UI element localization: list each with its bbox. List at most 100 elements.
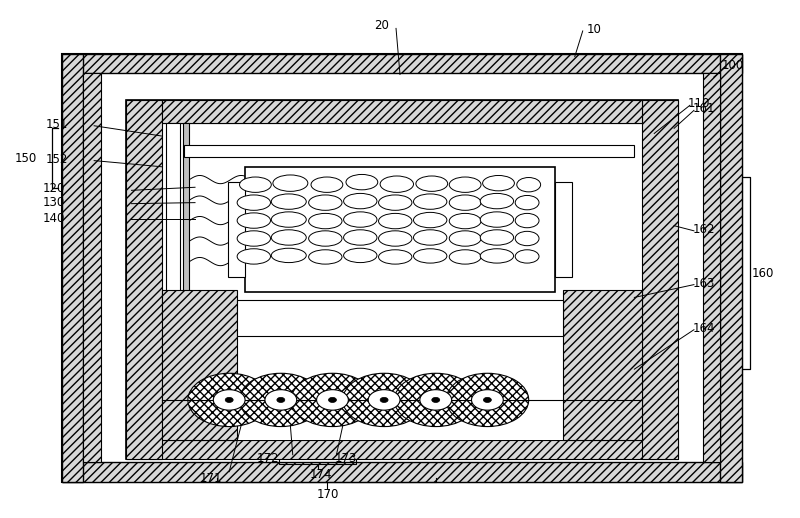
Text: 140: 140 [42,211,65,224]
Ellipse shape [450,177,481,192]
Ellipse shape [237,195,270,210]
Text: 120: 120 [42,182,65,195]
Ellipse shape [480,193,514,209]
Bar [162,290,237,440]
Ellipse shape [515,250,539,263]
Bar [126,100,162,459]
Circle shape [329,397,337,402]
Circle shape [420,390,452,410]
Bar [721,54,742,482]
Bar [126,440,678,459]
Bar [555,182,572,277]
Text: 164: 164 [692,322,715,335]
Text: 151: 151 [46,118,68,131]
Bar [62,463,742,482]
Ellipse shape [515,213,539,228]
Text: 100: 100 [722,59,744,72]
Ellipse shape [311,177,343,192]
Bar [183,123,190,435]
Ellipse shape [346,175,378,190]
Circle shape [446,373,529,426]
Ellipse shape [378,250,412,264]
Circle shape [380,397,388,402]
Circle shape [214,390,245,410]
Ellipse shape [309,231,342,246]
Ellipse shape [271,230,306,245]
Ellipse shape [416,176,448,191]
Ellipse shape [380,176,414,192]
Text: 150: 150 [14,152,37,165]
Text: 171: 171 [200,472,222,485]
Ellipse shape [271,212,306,227]
Circle shape [394,373,477,426]
Ellipse shape [343,230,377,245]
Text: 163: 163 [692,277,714,290]
Text: 161: 161 [692,103,715,116]
Bar [62,54,742,74]
Ellipse shape [480,212,514,227]
Bar [62,54,83,482]
Circle shape [483,397,491,402]
Circle shape [342,373,426,426]
Ellipse shape [271,248,306,263]
Ellipse shape [450,195,481,210]
Bar [62,54,742,482]
Text: 173: 173 [335,452,358,465]
Circle shape [317,390,348,410]
Bar [83,74,101,463]
Ellipse shape [482,176,514,191]
Ellipse shape [237,231,270,246]
Text: 170: 170 [317,488,339,501]
Ellipse shape [515,195,539,210]
Circle shape [432,397,440,402]
Ellipse shape [414,230,447,245]
Circle shape [188,373,270,426]
Ellipse shape [343,212,377,227]
Ellipse shape [480,249,514,263]
Ellipse shape [414,194,447,209]
Text: 20: 20 [374,19,390,32]
Ellipse shape [480,230,514,245]
Bar [563,290,642,440]
Text: 110: 110 [687,97,710,110]
Ellipse shape [378,231,412,246]
Ellipse shape [343,193,377,209]
Bar [162,371,642,440]
Circle shape [291,373,374,426]
Ellipse shape [309,213,342,229]
Bar [126,100,678,459]
Circle shape [277,397,285,402]
Ellipse shape [378,195,412,210]
Circle shape [265,390,297,410]
Ellipse shape [271,194,306,209]
Ellipse shape [378,213,412,229]
Text: 10: 10 [586,23,602,36]
Bar [184,145,634,156]
Text: 162: 162 [692,223,715,236]
Ellipse shape [515,232,539,246]
Ellipse shape [309,195,342,210]
Text: 172: 172 [257,452,279,465]
Ellipse shape [309,250,342,264]
Ellipse shape [450,231,481,246]
Ellipse shape [237,213,270,228]
Bar [166,123,180,435]
Bar [703,74,721,463]
Bar [245,167,555,292]
Circle shape [368,390,400,410]
Circle shape [471,390,503,410]
Ellipse shape [517,178,541,192]
Ellipse shape [239,177,271,192]
Circle shape [239,373,322,426]
Bar [162,100,642,123]
Text: 160: 160 [752,267,774,280]
Bar [228,182,245,277]
Ellipse shape [414,249,447,263]
Bar [642,100,678,459]
Ellipse shape [414,212,447,228]
Text: 174: 174 [310,468,332,481]
Ellipse shape [273,175,308,191]
Ellipse shape [450,213,481,229]
Ellipse shape [450,250,481,264]
Ellipse shape [343,248,377,263]
